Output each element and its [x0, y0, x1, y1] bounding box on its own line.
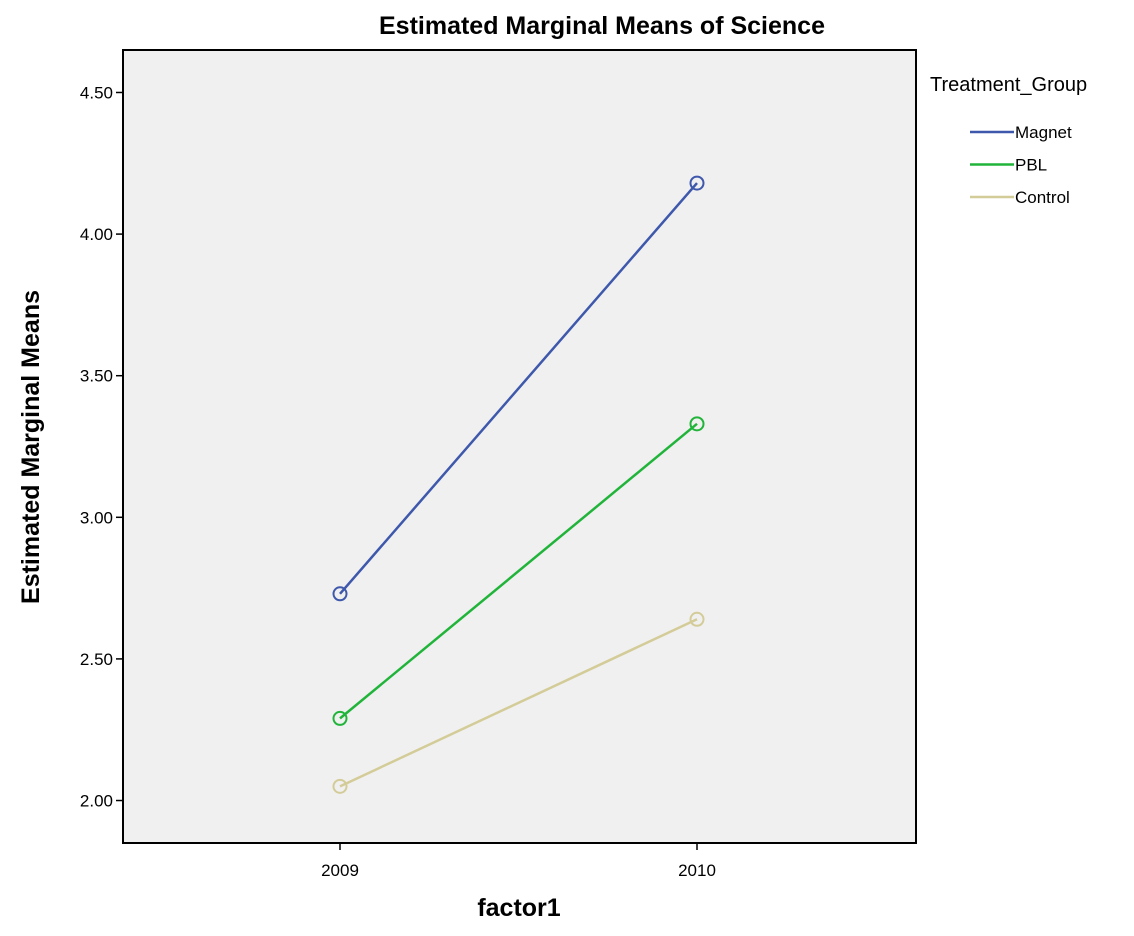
data-point-pbl	[689, 416, 705, 432]
chart-title: Estimated Marginal Means of Science	[379, 12, 825, 40]
series-control	[332, 611, 705, 794]
y-tick-label: 3.50	[80, 367, 113, 386]
x-tick-label: 2009	[321, 861, 359, 880]
y-axis-title: Estimated Marginal Means	[17, 290, 45, 604]
legend-label-control: Control	[1015, 188, 1070, 207]
legend-item-magnet: Magnet	[970, 123, 1072, 142]
y-tick-label: 4.50	[80, 83, 113, 102]
legend-title: Treatment_Group	[930, 74, 1087, 96]
data-point-control	[689, 611, 705, 627]
data-point-magnet	[689, 175, 705, 191]
series-pbl	[332, 416, 705, 726]
legend-label-magnet: Magnet	[1015, 123, 1072, 142]
series-line-pbl	[339, 422, 698, 720]
series-magnet	[332, 175, 705, 602]
y-tick-label: 2.00	[80, 792, 113, 811]
x-axis: 2009 2010	[321, 843, 716, 880]
data-point-magnet	[332, 586, 348, 602]
legend-item-control: Control	[970, 188, 1070, 207]
series-line-magnet	[339, 182, 698, 595]
y-tick-label: 4.00	[80, 225, 113, 244]
y-tick-label: 3.00	[80, 508, 113, 527]
legend-item-pbl: PBL	[970, 156, 1047, 175]
plot-area	[122, 49, 917, 844]
data-point-control	[332, 778, 348, 794]
legend-label-pbl: PBL	[1015, 156, 1047, 175]
data-point-pbl	[332, 710, 348, 726]
x-tick-label: 2010	[678, 861, 716, 880]
series-line-control	[339, 618, 698, 788]
y-axis: 2.00 2.50 3.00 3.50 4.00 4.50	[80, 83, 123, 811]
legend: Magnet PBL Control	[970, 123, 1072, 207]
series-layer	[332, 175, 705, 794]
y-tick-label: 2.50	[80, 650, 113, 669]
x-axis-title: factor1	[477, 894, 560, 922]
